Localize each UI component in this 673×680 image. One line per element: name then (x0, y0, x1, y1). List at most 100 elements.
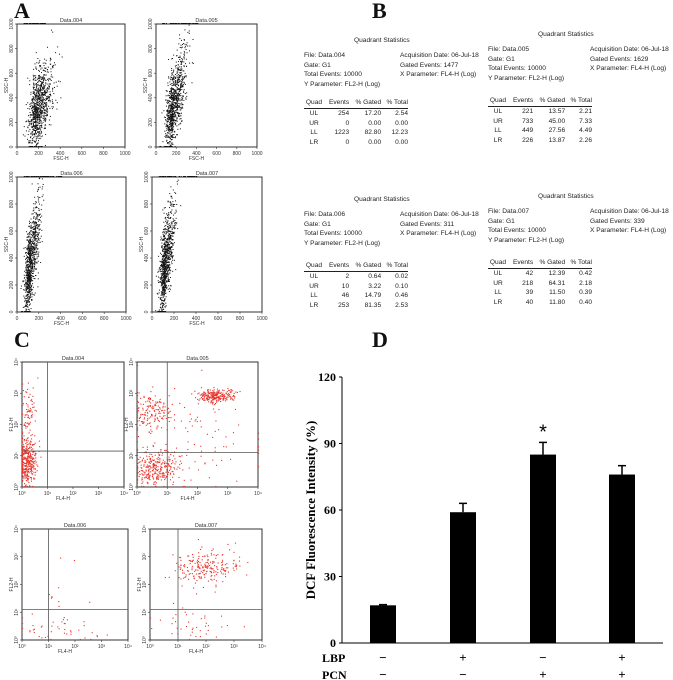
scatter-point (33, 104, 35, 106)
scatter-point (22, 458, 24, 460)
scatter-point (161, 309, 163, 311)
scatter-point (36, 126, 38, 128)
scatter-point (174, 191, 176, 193)
scatter-point (166, 256, 168, 258)
scatter-point (27, 287, 29, 289)
scatter-point (147, 476, 150, 478)
scatter-point (29, 276, 31, 278)
y-tick-label: 1000 (148, 18, 154, 29)
scatter-point (35, 410, 38, 412)
scatter-point (161, 259, 163, 261)
scatter-point (170, 139, 172, 141)
scatter-point (165, 133, 167, 135)
plot-frame (21, 361, 125, 488)
scatter-point (25, 452, 27, 454)
scatter-point (164, 273, 166, 275)
scatter-point (31, 222, 33, 224)
scatter-point (210, 392, 212, 394)
scatter-point (149, 459, 152, 461)
scatter-point (39, 110, 41, 112)
scatter-point (58, 176, 60, 177)
scatter-point (174, 89, 176, 91)
scatter-point (163, 412, 165, 414)
scatter-point (169, 112, 171, 114)
scatter-point (26, 291, 28, 293)
scatter-point (26, 284, 28, 286)
scatter-point (35, 115, 37, 117)
scatter-point (38, 113, 40, 115)
scatter-point (197, 398, 199, 400)
scatter-point (143, 471, 145, 473)
scatter-point (160, 307, 162, 309)
scatter-point (163, 267, 165, 269)
scatter-point (27, 261, 29, 263)
scatter-point (183, 77, 185, 79)
scatter-point (37, 118, 39, 120)
scatter-point (178, 89, 180, 91)
scatter-point (38, 255, 40, 257)
scatter-point (165, 95, 167, 97)
scatter-point (210, 401, 212, 403)
scatter-point (46, 102, 48, 104)
scatter-point (164, 252, 166, 254)
scatter-point (26, 303, 28, 305)
scatter-point (28, 311, 30, 312)
scatter-point (180, 62, 182, 64)
scatter-point (165, 237, 167, 239)
scatter-point (35, 253, 37, 255)
scatter-point (57, 176, 59, 177)
scatter-point (26, 23, 28, 24)
scatter-point (166, 246, 168, 248)
scatter-point (35, 130, 37, 132)
scatter-point (25, 310, 27, 312)
scatter-point (31, 142, 33, 144)
scatter-point (48, 99, 50, 101)
scatter-point (35, 228, 37, 230)
scatter-point (154, 410, 156, 413)
scatter-point (167, 137, 169, 139)
scatter-point (33, 294, 35, 296)
scatter-point (170, 468, 172, 470)
scatter-point (52, 88, 54, 90)
scatter-point (180, 52, 182, 54)
scatter-point (22, 437, 24, 439)
scatter-point (177, 80, 179, 82)
x-tick-label: 400 (192, 316, 201, 322)
scatter-point (168, 127, 170, 129)
scatter-point (168, 122, 170, 124)
scatter-point (38, 108, 40, 110)
scatter-point (161, 417, 163, 419)
scatter-point (181, 73, 183, 75)
scatter-point (203, 398, 205, 400)
scatter-point (36, 62, 38, 64)
scatter-point (171, 135, 173, 137)
scatter-point (25, 288, 27, 290)
scatter-point (30, 243, 32, 245)
scatter-point (33, 247, 35, 249)
scatter-point (161, 274, 163, 276)
scatter-point (33, 111, 35, 113)
scatter-point (25, 414, 27, 416)
scatter-point (180, 83, 182, 85)
scatter-point (178, 106, 180, 108)
scatter-point (26, 300, 28, 302)
scatter-point (54, 86, 56, 88)
scatter-point (29, 476, 32, 478)
scatter-point (51, 106, 53, 108)
scatter-point (34, 455, 36, 457)
scatter-point (170, 253, 172, 255)
scatter-point (168, 251, 170, 253)
scatter-point (35, 221, 37, 223)
scatter-point (188, 50, 190, 52)
scatter-point (171, 72, 173, 74)
scatter-point (35, 235, 37, 237)
scatter-point (212, 403, 214, 405)
scatter-point (172, 249, 174, 251)
scatter-point (190, 176, 192, 177)
scatter-point (169, 267, 171, 269)
scatter-point (31, 414, 33, 416)
scatter-point (42, 97, 44, 99)
scatter-point (170, 146, 172, 147)
scatter-point (155, 413, 157, 415)
scatter-point (138, 407, 140, 409)
